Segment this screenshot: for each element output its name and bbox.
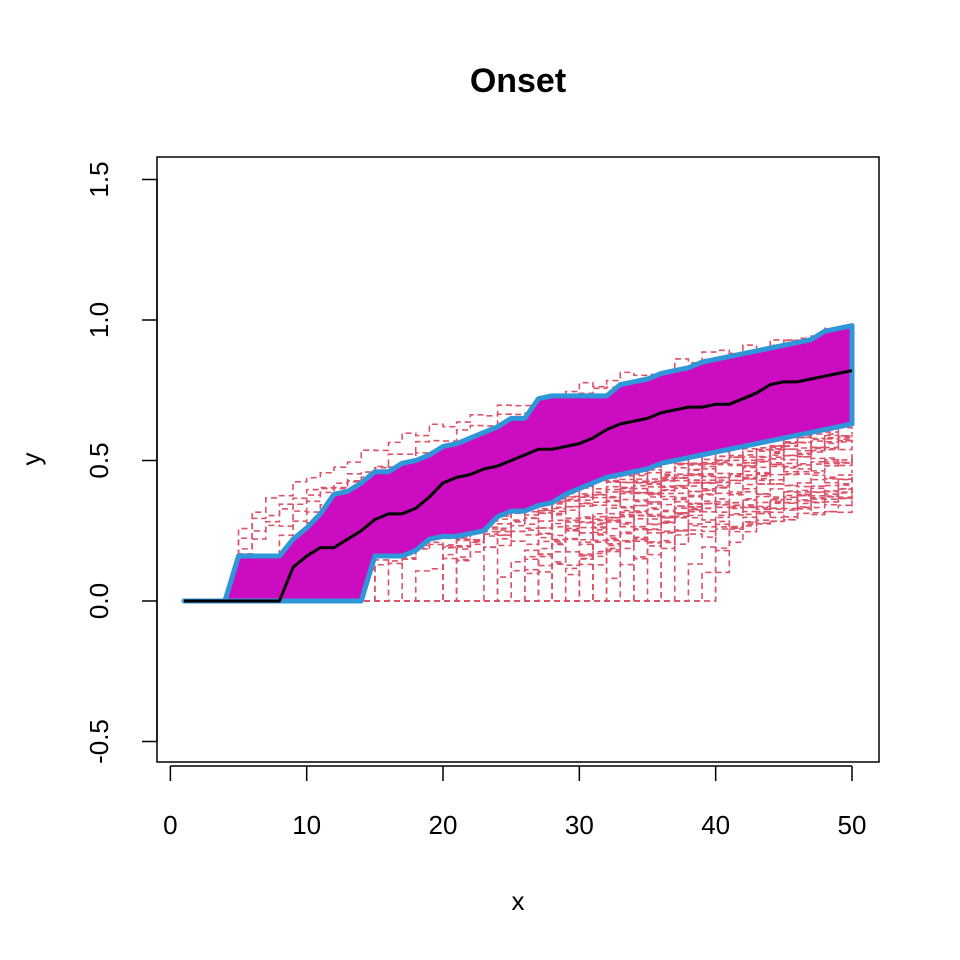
trajectory-line (184, 412, 853, 602)
trajectory-line (184, 474, 853, 602)
x-axis-label: x (512, 886, 525, 916)
x-tick-label: 30 (565, 810, 594, 840)
y-tick-label: 1.0 (84, 302, 114, 338)
x-tick-label: 40 (701, 810, 730, 840)
y-tick-label: 0.0 (84, 583, 114, 619)
chart-title: Onset (470, 62, 566, 100)
trajectory-line (184, 490, 853, 602)
trajectory-line (184, 478, 853, 602)
x-tick-label: 20 (429, 810, 458, 840)
trajectory-line (184, 432, 853, 602)
y-tick-label: 1.5 (84, 161, 114, 197)
envelope-band (181, 323, 855, 604)
x-tick-label: 0 (163, 810, 177, 840)
y-axis: -0.5 0.0 0.5 1.0 1.5 (84, 161, 158, 764)
trajectory-line (184, 459, 853, 602)
y-axis-label: y (16, 453, 46, 466)
y-tick-label: -0.5 (84, 719, 114, 764)
x-tick-label: 10 (292, 810, 321, 840)
median-line (184, 369, 853, 603)
x-tick-label: 50 (838, 810, 867, 840)
y-tick-label: 0.5 (84, 442, 114, 478)
trajectory-line (184, 364, 853, 602)
x-axis: 0 10 20 30 40 50 (163, 765, 867, 840)
